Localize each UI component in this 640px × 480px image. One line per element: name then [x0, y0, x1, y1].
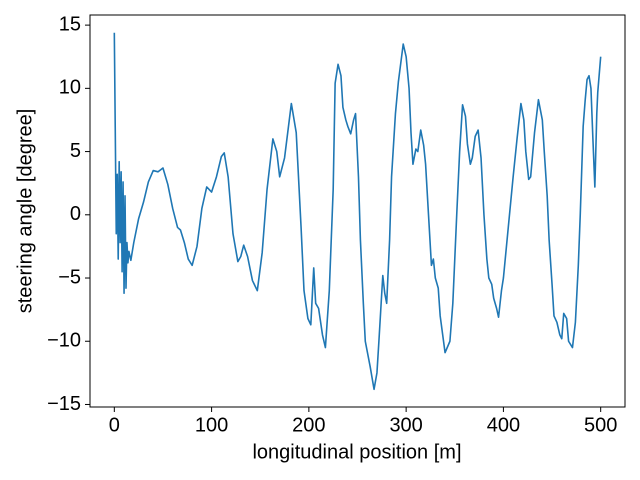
- x-tick-label: 200: [292, 414, 325, 436]
- x-tick-label: 100: [195, 414, 228, 436]
- y-tick-label: 15: [59, 13, 81, 35]
- plot-frame: [89, 14, 626, 408]
- y-tick-label: −5: [58, 266, 81, 288]
- y-tick-label: 5: [70, 140, 81, 162]
- y-tick-label: 0: [70, 203, 81, 225]
- x-tick-label: 0: [109, 414, 120, 436]
- y-axis-label: steering angle [degree]: [14, 109, 36, 314]
- x-tick-label: 500: [584, 414, 617, 436]
- y-tick-label: −15: [47, 393, 81, 415]
- y-tick-label: −10: [47, 330, 81, 352]
- x-axis-label: longitudinal position [m]: [252, 441, 461, 463]
- data-line: [113, 32, 602, 391]
- x-tick-label: 400: [487, 414, 520, 436]
- y-tick-label: 10: [59, 77, 81, 99]
- x-tick-label: 300: [389, 414, 422, 436]
